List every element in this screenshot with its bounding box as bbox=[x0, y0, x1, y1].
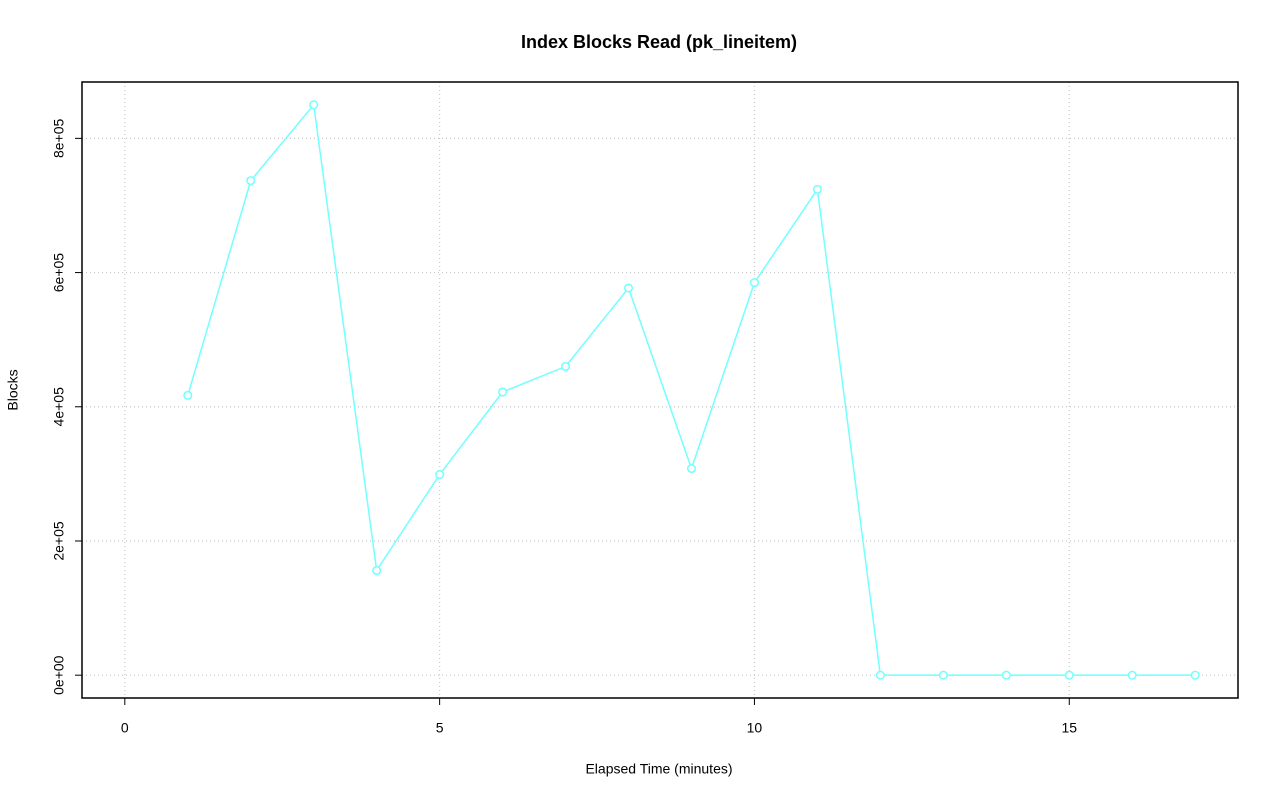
point bbox=[1064, 670, 1074, 680]
y-tick-label: 6e+05 bbox=[51, 253, 67, 293]
point bbox=[372, 565, 382, 576]
point bbox=[938, 670, 948, 680]
y-tick-label: 0e+00 bbox=[51, 655, 67, 695]
point bbox=[1190, 670, 1200, 680]
series-line bbox=[187, 103, 1196, 676]
y-tick-label: 4e+05 bbox=[51, 387, 67, 427]
point bbox=[623, 283, 634, 293]
point bbox=[875, 670, 885, 680]
x-tick-label: 0 bbox=[121, 720, 129, 736]
point bbox=[183, 390, 193, 400]
point bbox=[246, 176, 256, 186]
x-axis-label: Elapsed Time (minutes) bbox=[585, 761, 732, 777]
x-tick-label: 5 bbox=[436, 720, 444, 736]
y-axis-label: Blocks bbox=[5, 369, 21, 410]
point bbox=[749, 278, 759, 288]
chart-title: Index Blocks Read (pk_lineitem) bbox=[521, 32, 797, 52]
point bbox=[498, 387, 508, 397]
point bbox=[686, 463, 697, 474]
point bbox=[1001, 670, 1011, 680]
y-tick-label: 2e+05 bbox=[51, 521, 67, 561]
point bbox=[1127, 670, 1137, 680]
point bbox=[812, 184, 822, 194]
plot-frame bbox=[81, 81, 1239, 699]
point bbox=[309, 100, 319, 110]
x-tick-label: 10 bbox=[747, 720, 763, 736]
point bbox=[561, 361, 571, 372]
x-tick-label: 15 bbox=[1061, 720, 1077, 736]
y-tick-label: 8e+05 bbox=[51, 118, 67, 158]
point bbox=[435, 469, 445, 480]
